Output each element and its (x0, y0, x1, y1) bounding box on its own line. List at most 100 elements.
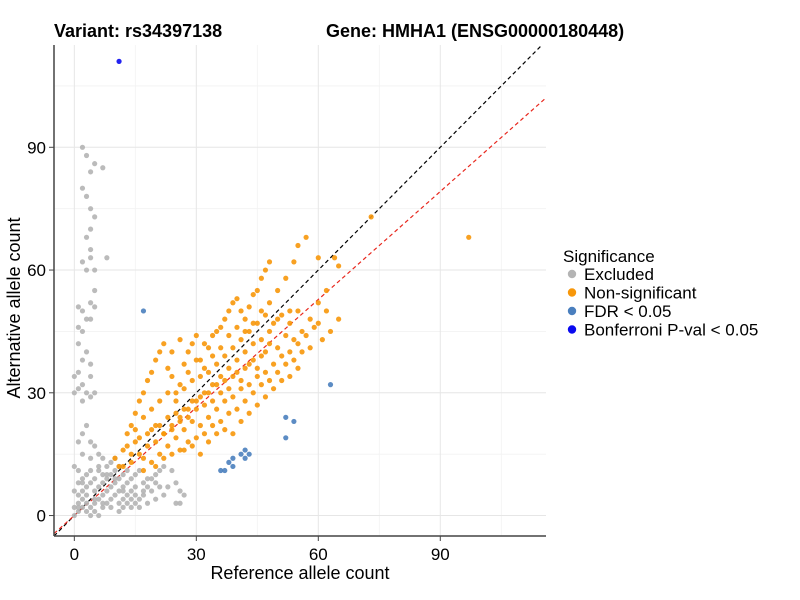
data-point (287, 349, 293, 355)
data-point (177, 414, 183, 420)
data-point (120, 463, 126, 470)
data-point (144, 431, 151, 437)
data-point (226, 365, 232, 371)
data-point (108, 472, 114, 478)
data-point (92, 287, 98, 294)
data-point (254, 402, 260, 408)
data-point (165, 390, 171, 396)
data-point (157, 422, 163, 429)
data-point (79, 476, 86, 482)
data-point (75, 500, 81, 506)
data-point (140, 455, 147, 461)
data-point (185, 349, 191, 355)
data-point (246, 410, 252, 416)
data-point (262, 394, 269, 400)
data-point (128, 422, 134, 429)
data-point (83, 422, 90, 429)
data-point (136, 496, 142, 502)
data-point (108, 484, 114, 490)
data-point (230, 345, 236, 351)
data-point (262, 312, 269, 318)
data-point (189, 443, 195, 449)
x-axis-ticks: 0 30 60 90 (70, 536, 450, 564)
data-point (189, 377, 195, 384)
data-point (83, 267, 90, 273)
data-point (193, 435, 199, 441)
data-point (116, 476, 122, 482)
data-point (291, 259, 297, 265)
data-point (214, 361, 220, 367)
data-point (136, 398, 142, 404)
data-point (75, 467, 81, 474)
data-point (222, 353, 228, 359)
data-point (75, 480, 81, 486)
data-point (87, 455, 94, 461)
data-point (205, 390, 212, 396)
data-point (96, 512, 102, 519)
data-point (242, 328, 248, 335)
data-point (226, 308, 232, 314)
data-point (287, 320, 293, 326)
data-point (169, 422, 175, 429)
data-point (205, 369, 212, 375)
data-point (128, 459, 134, 465)
data-point (87, 169, 94, 175)
data-point (153, 472, 159, 478)
data-point (83, 193, 90, 199)
data-point (185, 369, 191, 375)
data-point (254, 320, 260, 326)
data-point (209, 422, 216, 429)
data-point (230, 373, 236, 380)
data-point (75, 508, 81, 515)
data-point (242, 398, 248, 404)
data-point (165, 414, 171, 420)
data-point (230, 300, 236, 306)
data-point (279, 353, 285, 359)
data-point (323, 287, 330, 294)
data-point (218, 345, 224, 351)
data-point (92, 304, 98, 310)
legend-label: Excluded (584, 265, 654, 284)
data-point (140, 488, 147, 494)
data-point (100, 472, 106, 478)
data-point (295, 308, 301, 314)
data-point (83, 500, 90, 506)
data-point (148, 476, 155, 482)
data-point (193, 398, 199, 404)
data-point (173, 390, 179, 396)
data-point (254, 373, 260, 380)
data-point (201, 402, 208, 408)
data-point (75, 504, 81, 510)
data-point (157, 451, 163, 457)
data-point (323, 308, 330, 314)
series-excluded (71, 144, 187, 519)
data-point (246, 361, 252, 367)
axes (53, 45, 546, 537)
data-point (128, 488, 134, 494)
data-point (100, 492, 106, 498)
data-point (242, 365, 248, 371)
data-point (303, 332, 309, 339)
data-point (238, 337, 244, 343)
data-point (303, 234, 309, 240)
data-point (214, 328, 220, 335)
data-point (275, 287, 281, 294)
data-point (104, 255, 110, 261)
data-point (79, 496, 86, 502)
legend-swatch (567, 288, 577, 297)
data-point (275, 316, 281, 322)
data-point (140, 467, 147, 474)
data-point (112, 480, 118, 486)
data-point (226, 459, 232, 465)
data-point (201, 365, 208, 371)
data-point (299, 328, 305, 335)
data-point (315, 320, 321, 326)
data-point (234, 357, 240, 363)
legend-swatch (567, 306, 577, 316)
data-point (258, 308, 264, 314)
data-point (92, 496, 98, 502)
data-point (104, 488, 110, 494)
x-tick-label: 90 (431, 545, 450, 564)
data-point (75, 386, 81, 392)
data-point (218, 467, 224, 474)
